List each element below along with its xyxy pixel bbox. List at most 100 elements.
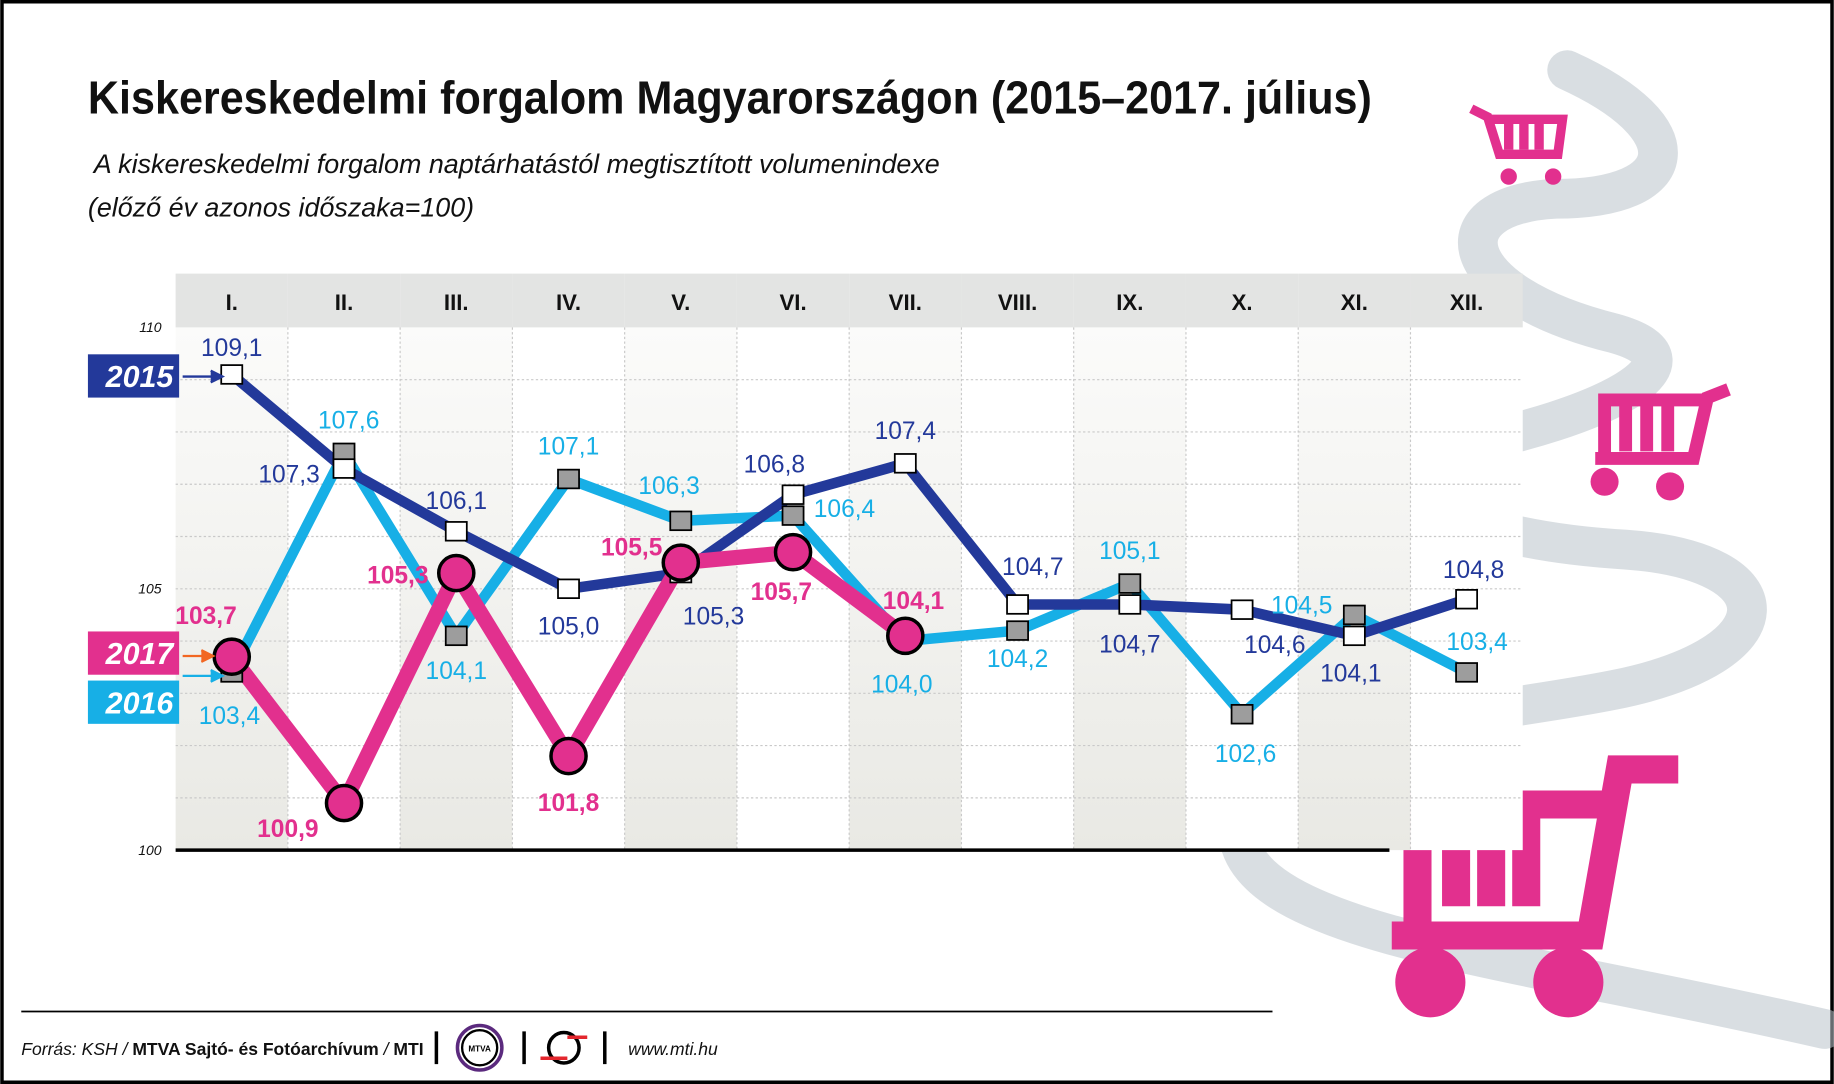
- website-url[interactable]: www.mti.hu: [628, 1039, 718, 1059]
- data-point-2015: [1118, 594, 1142, 615]
- series-line-2015: [228, 370, 1469, 642]
- data-label-2016: 102,6: [1215, 741, 1276, 768]
- data-point-2015: [1455, 588, 1479, 610]
- data-label-2015: 109,1: [201, 335, 262, 362]
- data-label-2015: 104,7: [1002, 554, 1063, 581]
- month-label: VII.: [889, 290, 922, 315]
- data-label-2016: 103,4: [199, 703, 260, 730]
- column-header-bg: [1185, 273, 1299, 328]
- column-header-bg: [512, 273, 625, 328]
- column-header-bg: [736, 273, 850, 328]
- month-label: I.: [226, 290, 238, 315]
- data-point-2017: [324, 783, 364, 823]
- month-label: X.: [1232, 290, 1253, 315]
- data-label-2017: 105,5: [601, 535, 662, 562]
- column-header-bg: [287, 273, 401, 328]
- data-label-2017: 103,7: [175, 603, 236, 630]
- data-point-2015: [1342, 625, 1366, 647]
- data-label-2015: 105,3: [683, 604, 744, 631]
- month-label: VIII.: [998, 290, 1037, 315]
- column-header-bg: [400, 273, 513, 328]
- column-header-bg: [1410, 273, 1523, 328]
- data-label-2016: 104,2: [987, 646, 1048, 673]
- column-header-bg: [961, 273, 1074, 328]
- legend-label-2015: 2015: [105, 360, 175, 394]
- mti-logo: [540, 1030, 588, 1065]
- chart-subtitle-2: (előző év azonos időszaka=100): [88, 192, 474, 222]
- data-point-2017: [212, 637, 252, 677]
- data-point-2016: [1455, 662, 1479, 683]
- data-point-2016: [781, 505, 805, 526]
- data-label-2015: 104,7: [1099, 631, 1160, 658]
- data-label-2016: 107,1: [538, 433, 599, 460]
- data-label-2015: 107,4: [875, 418, 936, 445]
- data-label-2017: 100,9: [257, 816, 318, 843]
- data-label-2015: 104,1: [1320, 660, 1381, 687]
- month-label: IV.: [556, 290, 581, 315]
- data-label-2015: 104,8: [1443, 557, 1504, 584]
- mtva-logo: MTVA: [455, 1023, 504, 1072]
- data-label-2017: 105,3: [367, 563, 428, 590]
- column-header-bg: [849, 273, 962, 328]
- month-label: XI.: [1341, 290, 1368, 315]
- column-header-bg: [624, 273, 737, 328]
- data-label-2016: 104,1: [426, 658, 487, 685]
- arrow-icon: [182, 649, 216, 663]
- data-point-2015: [557, 578, 580, 600]
- data-point-2015: [220, 364, 244, 385]
- data-point-2017: [773, 532, 813, 572]
- data-label-2016: 103,4: [1446, 629, 1507, 656]
- month-label: III.: [444, 290, 469, 315]
- data-point-2016: [1342, 604, 1366, 626]
- data-point-2015: [893, 453, 917, 474]
- data-label-2016: 107,6: [318, 407, 379, 434]
- y-tick-label: 100: [138, 842, 162, 858]
- column-header-bg: [1073, 273, 1186, 328]
- data-point-2015: [1230, 599, 1254, 620]
- month-label: VI.: [779, 290, 806, 315]
- legend-label-2016: 2016: [105, 686, 175, 720]
- arrow-icon: [182, 369, 226, 384]
- y-tick-label: 110: [139, 319, 162, 335]
- month-label: XII.: [1450, 290, 1483, 315]
- plot-area: I. II. III. IV. V. VI. VII. VIII. IX. X. XI. XII. 10…: [138, 273, 1523, 858]
- data-point-2015: [781, 484, 805, 505]
- data-point-2016: [1118, 573, 1142, 594]
- data-point-2016: [1006, 620, 1029, 641]
- data-label-2016: 106,3: [638, 473, 699, 500]
- data-label-2016: 106,4: [814, 496, 875, 523]
- chart-title: Kiskereskedelmi forgalom Magyarországon …: [88, 71, 1372, 123]
- data-label-2015: 106,8: [744, 451, 805, 478]
- data-label-2016: 104,0: [871, 671, 932, 698]
- footer: Forrás: KSH / MTVA Sajtó- és Fotóarchívu…: [21, 1023, 718, 1072]
- data-label-2016: 105,1: [1099, 538, 1160, 565]
- data-point-2017: [436, 553, 476, 593]
- data-label-2016: 104,5: [1271, 593, 1332, 620]
- svg-text:MTVA: MTVA: [468, 1044, 491, 1053]
- data-label-2017: 104,1: [883, 588, 944, 615]
- data-point-2015: [332, 458, 356, 479]
- data-label-2017: 101,8: [538, 790, 599, 817]
- data-label-2015: 104,6: [1244, 632, 1305, 659]
- month-label: IX.: [1116, 290, 1143, 315]
- column-header-bg: [175, 273, 288, 328]
- data-label-2017: 105,7: [751, 579, 812, 606]
- data-point-2015: [444, 521, 468, 542]
- data-label-2015: 107,3: [258, 462, 319, 489]
- legend: 2015 2017 2016: [87, 354, 226, 724]
- data-label-2015: 106,1: [426, 488, 487, 515]
- y-tick-label: 105: [138, 580, 162, 596]
- legend-box-2017: [87, 631, 180, 675]
- column-header-bg: [1298, 273, 1411, 328]
- source-text: Forrás: KSH / MTVA Sajtó- és Fotóarchívu…: [21, 1039, 423, 1059]
- data-point-2016: [444, 625, 468, 647]
- data-point-2015: [1006, 594, 1029, 615]
- legend-box-2015: [87, 354, 180, 398]
- data-point-2017: [661, 543, 701, 582]
- shopping-cart-icon: [1590, 383, 1731, 501]
- data-label-2015: 105,0: [538, 613, 599, 640]
- month-label: II.: [335, 290, 354, 315]
- data-point-2016: [669, 510, 693, 532]
- shopping-cart-icon: [1469, 104, 1568, 185]
